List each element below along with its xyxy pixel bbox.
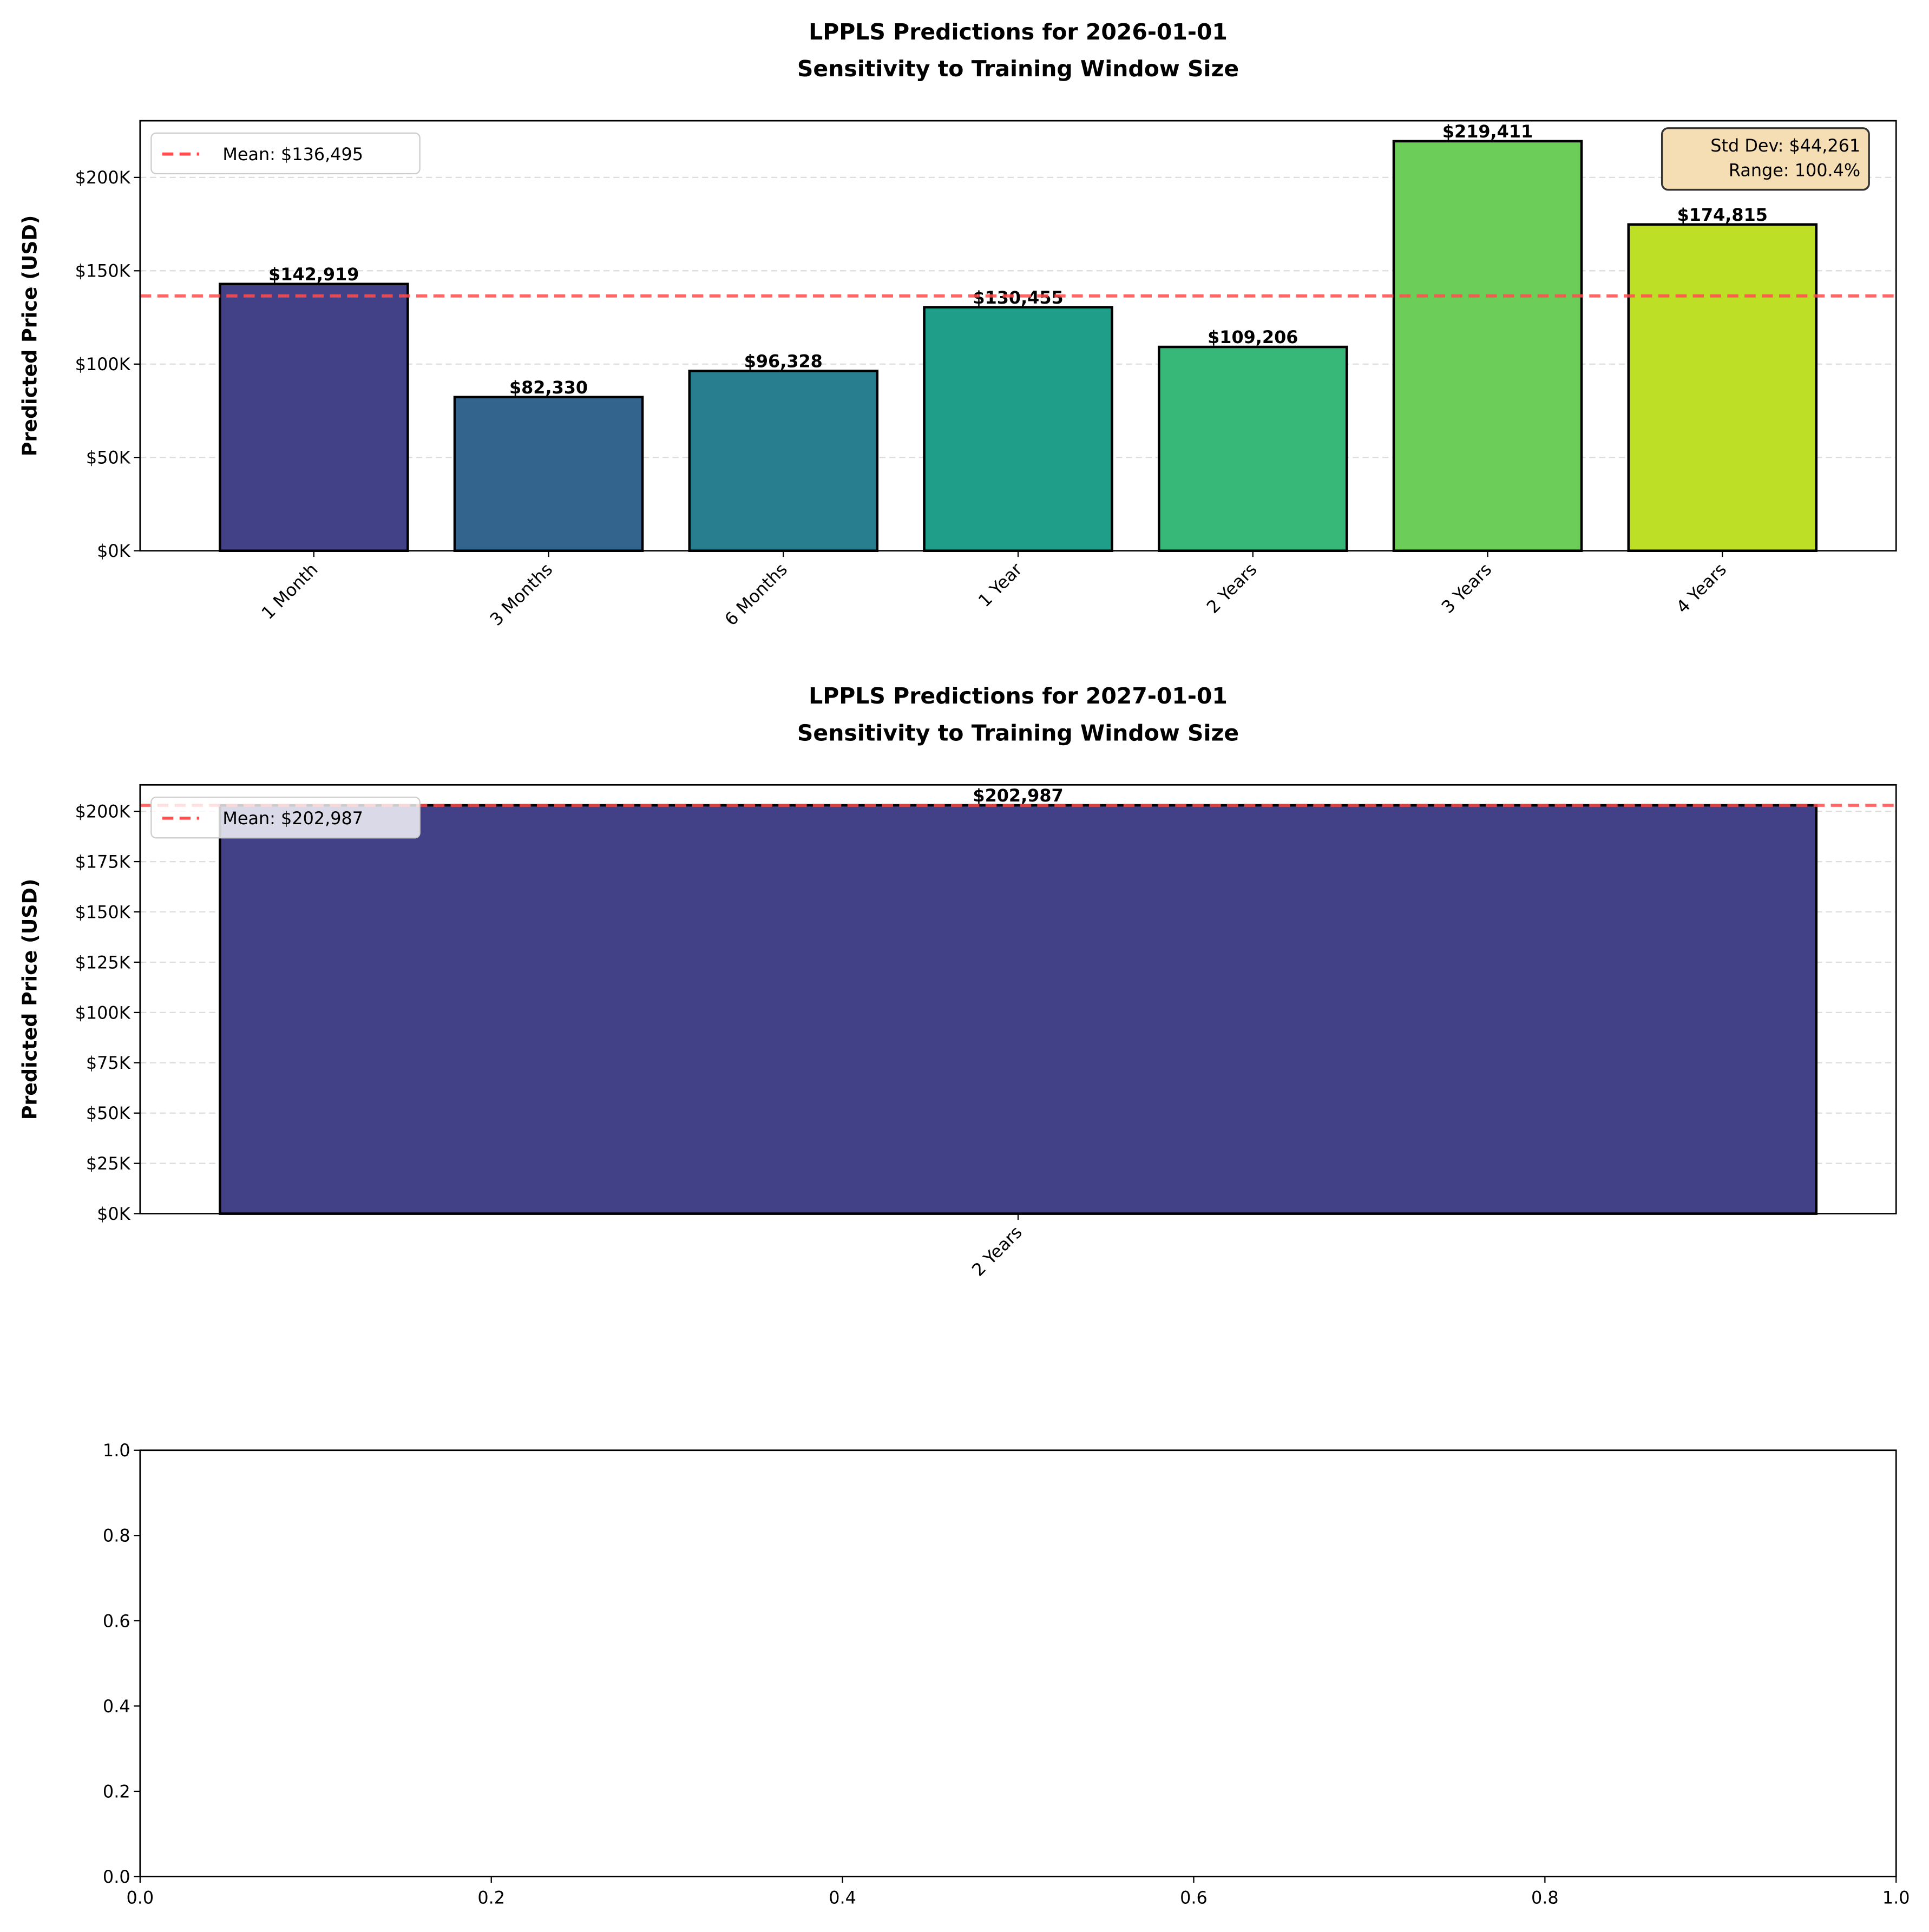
x-tick-label: 3 Years — [1437, 559, 1495, 617]
x-tick-label: 1 Year — [974, 558, 1027, 611]
legend-mean-label: Mean: $202,987 — [222, 808, 363, 829]
y-tick-label: $0K — [97, 1204, 131, 1224]
y-tick-label: 0.4 — [103, 1696, 130, 1717]
x-tick-label: 4 Years — [1672, 559, 1730, 617]
y-tick-label: $50K — [86, 448, 131, 468]
x-tick-label: 2 Years — [1203, 559, 1261, 617]
bar-3-years — [1392, 140, 1583, 552]
y-tick-label: $200K — [75, 167, 131, 188]
legend-box — [150, 132, 421, 175]
chart-subtitle: Sensitivity to Training Window Size — [797, 720, 1239, 746]
bar-value-label: $202,987 — [973, 785, 1063, 806]
legend: Mean: $202,987 — [150, 796, 421, 839]
y-tick-label: $125K — [75, 952, 131, 972]
bar-3-months — [453, 396, 644, 552]
stats-box — [1661, 127, 1870, 191]
chart-2026: LPPLS Predictions for 2026-01-01 Sensitiv… — [18, 19, 1897, 630]
bar-value-label: $109,206 — [1208, 327, 1298, 347]
y-tick-label: 0.2 — [103, 1781, 130, 1802]
x-tick-label: 0.4 — [829, 1888, 856, 1908]
y-tick-label: 1.0 — [103, 1440, 130, 1461]
chart-empty: 0.0 0.2 0.4 0.6 0.8 1.0 0.0 0.2 0.4 0.6 0.8 1.0 — [103, 1440, 1910, 1908]
y-tick-label: $100K — [75, 354, 131, 374]
y-tick-label: $25K — [86, 1153, 131, 1174]
y-axis-label: Predicted Price (USD) — [18, 215, 42, 457]
y-tick-label: 0.8 — [103, 1526, 130, 1546]
y-tick-label: 0.6 — [103, 1611, 130, 1631]
axes-frame — [139, 1449, 1897, 1877]
bar-6-months — [688, 370, 879, 552]
bar-value-label: $142,919 — [268, 264, 359, 285]
bar-4-years — [1627, 223, 1818, 552]
chart-subtitle: Sensitivity to Training Window Size — [797, 56, 1239, 82]
y-tick-label: $50K — [86, 1103, 131, 1123]
x-tick-label: 6 Months — [720, 559, 791, 630]
x-tick-label: 1 Month — [258, 559, 322, 623]
x-tick-label: 0.6 — [1180, 1888, 1208, 1908]
x-tick-label: 2 Years — [968, 1222, 1026, 1280]
bar-1-month — [219, 282, 409, 553]
x-tick-label: 0.0 — [126, 1888, 154, 1908]
bar-1-year — [923, 306, 1113, 552]
y-tick-label: $150K — [75, 902, 131, 922]
y-tick-label: $150K — [75, 261, 131, 281]
x-tick-label: 1.0 — [1882, 1888, 1910, 1908]
x-tick-label: 0.8 — [1531, 1888, 1559, 1908]
legend-box — [150, 796, 421, 839]
chart-title: LPPLS Predictions for 2027-01-01 — [809, 683, 1228, 709]
stats-box-line: Range: 100.4% — [1729, 160, 1860, 181]
bar-value-label: $96,328 — [744, 351, 823, 372]
legend-mean-label: Mean: $136,495 — [222, 144, 363, 165]
bar-value-label: $82,330 — [509, 377, 588, 398]
y-tick-label: $200K — [75, 801, 131, 822]
bar-value-label: $174,815 — [1677, 205, 1768, 225]
chart-2027: LPPLS Predictions for 2027-01-01 Sensitiv… — [18, 683, 1897, 1280]
y-tick-label: $0K — [97, 541, 131, 561]
bar-value-label: $219,411 — [1442, 121, 1533, 142]
x-tick-label: 0.2 — [477, 1888, 505, 1908]
y-tick-label: $75K — [86, 1053, 131, 1073]
y-tick-label: 0.0 — [103, 1867, 130, 1887]
y-axis-label: Predicted Price (USD) — [18, 879, 42, 1120]
legend: Mean: $136,495 — [150, 132, 421, 175]
bar-2-years — [219, 804, 1818, 1215]
chart-title: LPPLS Predictions for 2026-01-01 — [809, 19, 1228, 45]
y-tick-label: $100K — [75, 1002, 131, 1023]
axes-frame — [139, 784, 1897, 1214]
y-tick-label: $175K — [75, 851, 131, 872]
bar-value-label: $130,455 — [973, 287, 1063, 308]
stats-box-line: Std Dev: $44,261 — [1710, 135, 1860, 156]
axes-frame — [139, 120, 1897, 552]
bar-2-years — [1158, 345, 1348, 552]
x-tick-label: 3 Months — [486, 559, 557, 630]
